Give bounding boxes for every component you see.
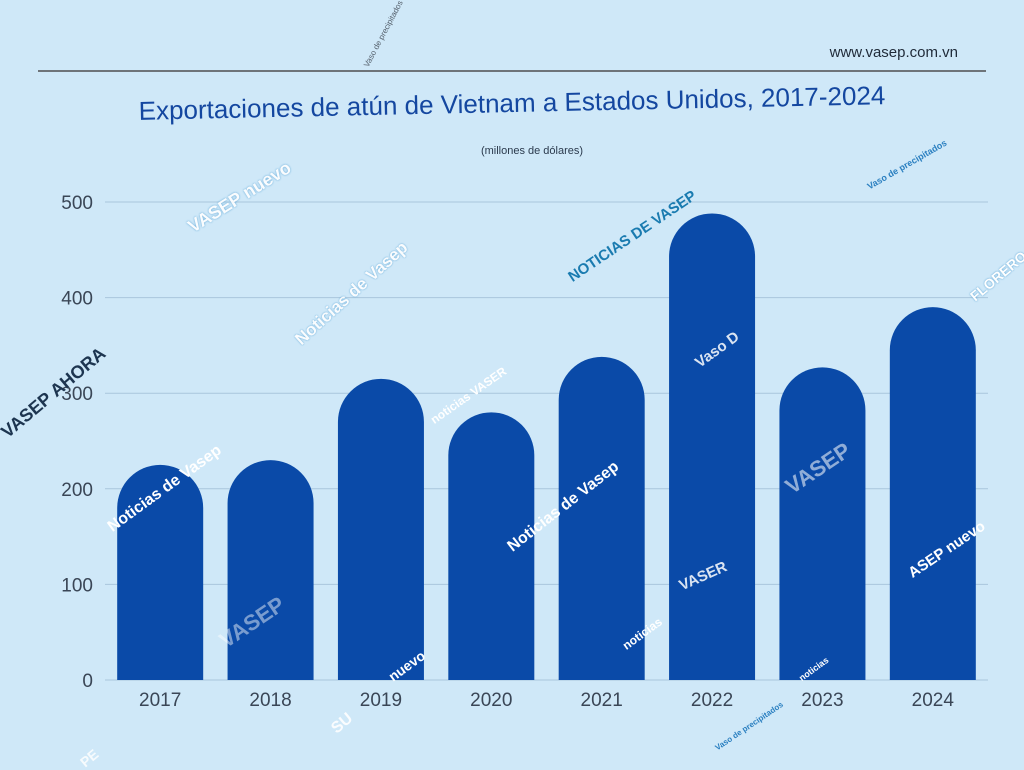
- y-tick-label: 300: [61, 384, 93, 405]
- y-axis-tick-labels: 0 100 200 300 400 500: [61, 193, 93, 692]
- x-tick-label: 2023: [801, 690, 843, 711]
- y-tick-label: 200: [61, 480, 93, 501]
- y-tick-label: 0: [82, 671, 93, 692]
- x-tick-label: 2019: [360, 690, 402, 711]
- site-url[interactable]: www.vasep.com.vn: [829, 44, 958, 61]
- y-tick-label: 400: [61, 289, 93, 310]
- bar-2022: [669, 213, 756, 680]
- y-tick-label: 100: [61, 575, 93, 596]
- x-tick-label: 2017: [139, 690, 181, 711]
- x-tick-label: 2021: [581, 690, 623, 711]
- bar-2020: [448, 412, 535, 680]
- x-axis-tick-labels: 2017 2018 2019 2020 2021 2022 2023 2024: [139, 690, 954, 711]
- x-tick-label: 2018: [249, 690, 291, 711]
- chart-subtitle: (millones de dólares): [480, 145, 584, 157]
- bar-2017: [117, 464, 204, 680]
- x-tick-label: 2020: [470, 690, 512, 711]
- y-tick-label: 500: [61, 193, 93, 214]
- bars: [117, 213, 976, 680]
- x-tick-label: 2024: [912, 690, 955, 711]
- header-divider: [38, 70, 986, 72]
- bar-2024: [889, 307, 976, 680]
- bar-2019: [337, 378, 424, 680]
- bar-2023: [779, 367, 866, 680]
- bar-2018: [227, 460, 314, 680]
- bar-2021: [558, 356, 645, 680]
- x-tick-label: 2022: [691, 690, 733, 711]
